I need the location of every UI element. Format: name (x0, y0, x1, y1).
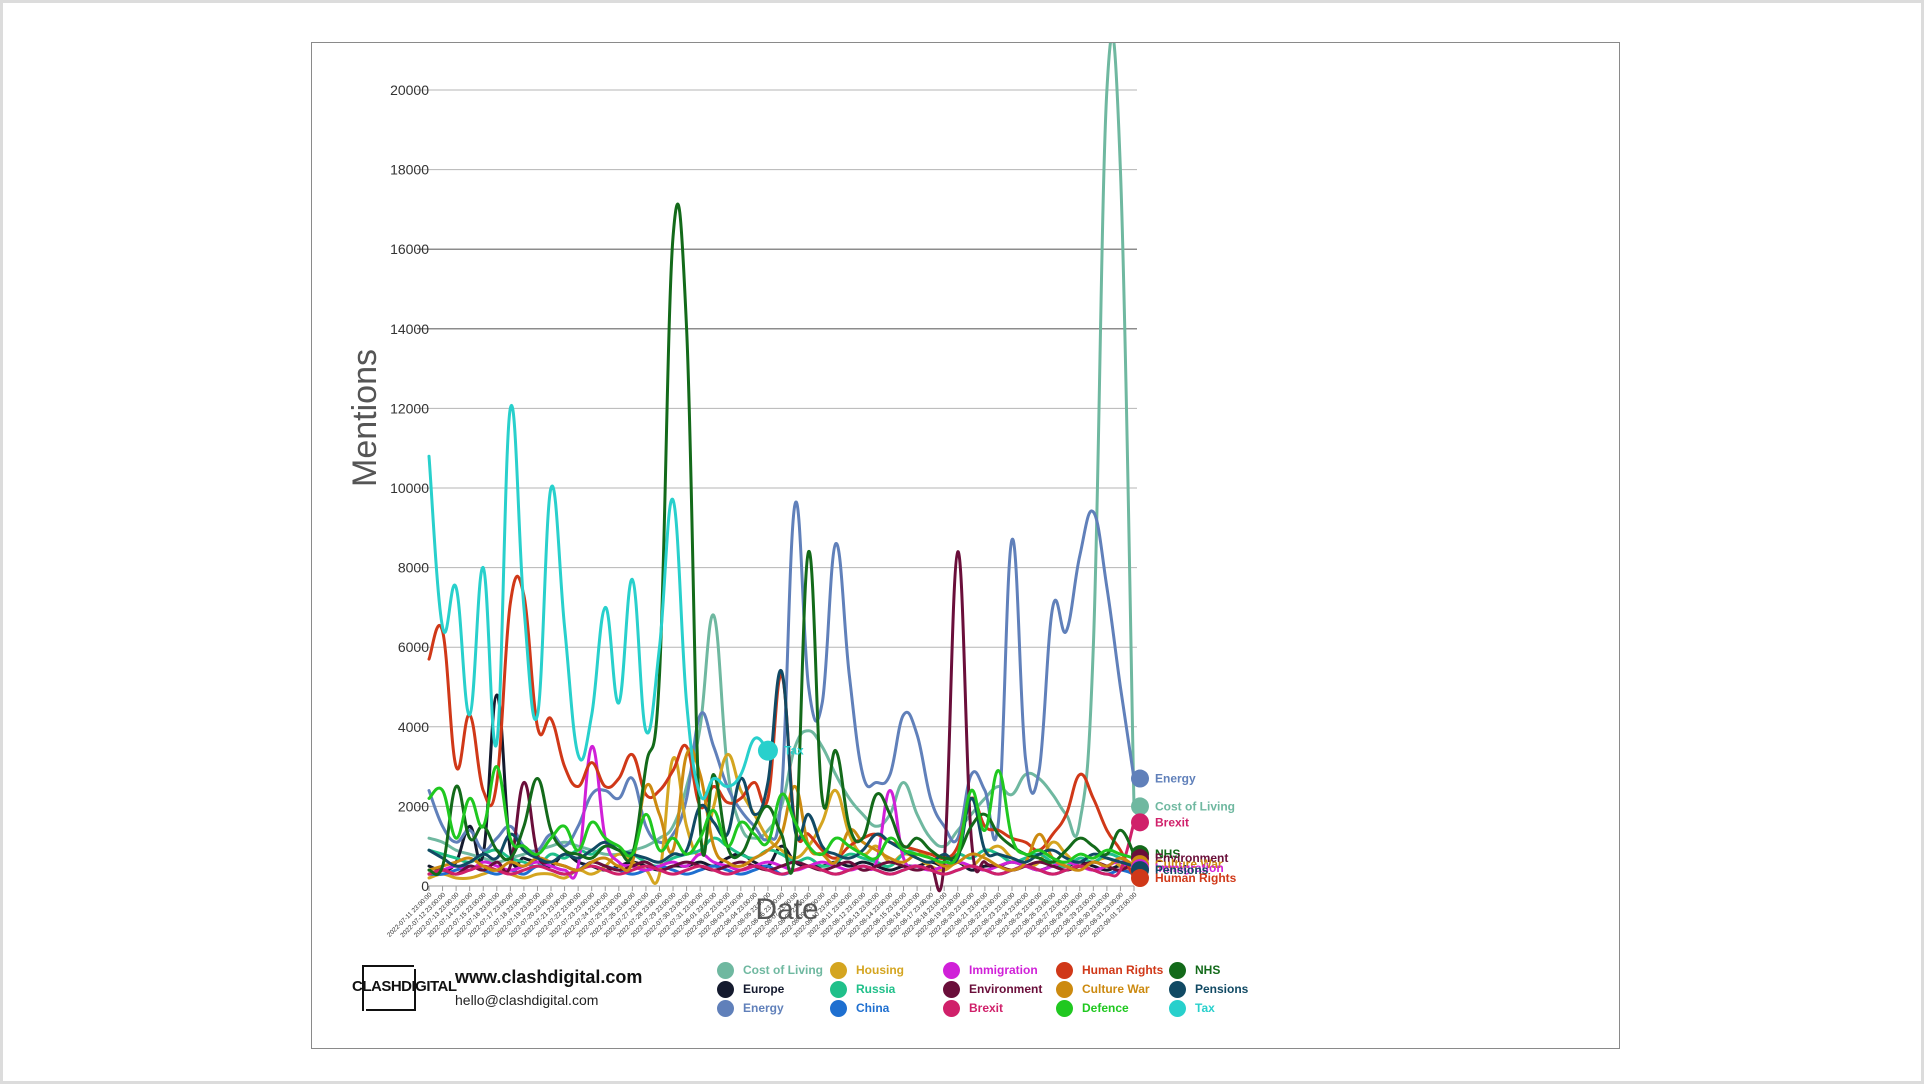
line-chart: 0 2000 4000 6000 8000 10000 12000 14000 16000 180… (346, 43, 1237, 939)
y-tick-label: 2000 (398, 798, 429, 814)
legend-label: Pensions (1195, 982, 1249, 996)
legend-label: Culture War (1082, 982, 1150, 996)
series-line-immigration (427, 745, 1136, 880)
legend-label: Tax (1195, 1001, 1215, 1015)
series-line-energy (427, 500, 1136, 853)
end-label-energy: Energy (1155, 772, 1196, 786)
legend-swatch (943, 961, 960, 979)
legend-label: Human Rights (1082, 963, 1164, 977)
x-axis-title: Date (755, 893, 818, 926)
legend-label: China (856, 1001, 890, 1015)
y-tick-labels: 0 2000 4000 6000 8000 10000 12000 14000 16000 180… (390, 82, 429, 894)
series-line-pensions (427, 669, 1136, 868)
legend-item-brexit: Brexit (943, 999, 1003, 1017)
legend-swatch (717, 961, 734, 979)
end-label-nhs: NHS (1155, 847, 1180, 861)
y-tick-label: 12000 (390, 400, 429, 416)
branding: CLASHDIGITAL www.clashdigital.com hello@… (352, 955, 652, 1025)
series-line-tax (427, 403, 770, 801)
y-tick-label: 0 (421, 878, 429, 894)
end-marker-cost-of-living (1131, 797, 1149, 816)
legend-swatch (717, 999, 734, 1017)
y-tick-label: 6000 (398, 639, 429, 655)
email-link[interactable]: hello@clashdigital.com (455, 992, 599, 1008)
legend-item-human-rights: Human Rights (1056, 961, 1163, 979)
legend-swatch (830, 961, 847, 979)
end-marker-tax (757, 740, 778, 761)
end-label-brexit: Brexit (1155, 815, 1189, 829)
legend-swatch (830, 999, 847, 1017)
legend-swatch (1056, 980, 1073, 998)
legend-item-environment: Environment (943, 980, 1042, 998)
legend-item-housing: Housing (830, 961, 904, 979)
y-axis-title: Mentions (346, 349, 384, 487)
legend-swatch (1169, 961, 1186, 979)
legend-item-china: China (830, 999, 889, 1017)
end-label-immigration: Immigration (1155, 861, 1224, 875)
end-label-cost-of-living: Cost of Living (1155, 799, 1235, 813)
end-label-culture-war: Culture War (1155, 857, 1223, 871)
end-label-human-rights: Human Rights (1155, 871, 1237, 885)
legend-label: Energy (743, 1001, 784, 1015)
legend-label: Russia (856, 982, 896, 996)
y-tick-label: 10000 (390, 480, 429, 496)
legend-label: Brexit (969, 1001, 1004, 1015)
legend-swatch (943, 980, 960, 998)
legend-label: Immigration (969, 963, 1038, 977)
legend-label: Environment (969, 982, 1043, 996)
end-label-environment: Environment (1155, 851, 1228, 865)
legend-item-cost-of-living: Cost of Living (717, 961, 823, 979)
legend-item-pensions: Pensions (1169, 980, 1248, 998)
end-marker-energy (1131, 769, 1149, 788)
chart-card: 0 2000 4000 6000 8000 10000 12000 14000 16000 180… (311, 42, 1620, 1049)
legend: Cost of Living Europe Energy Housing Russia C… (717, 961, 1277, 1031)
series-line-human-rights (427, 574, 1136, 880)
legend-item-nhs: NHS (1169, 961, 1220, 979)
legend-label: Cost of Living (743, 963, 823, 977)
legend-swatch (830, 980, 847, 998)
series-lines (427, 43, 1136, 893)
legend-label: Housing (856, 963, 904, 977)
legend-item-defence: Defence (1056, 999, 1129, 1017)
legend-swatch (1056, 999, 1073, 1017)
legend-label: Defence (1082, 1001, 1129, 1015)
series-line-cost-of-living (427, 43, 1136, 864)
y-tick-label: 20000 (390, 82, 429, 98)
end-marker-human-rights (1131, 869, 1149, 888)
legend-item-immigration: Immigration (943, 961, 1038, 979)
series-line-defence (427, 765, 1136, 865)
legend-label: NHS (1195, 963, 1221, 977)
end-label-pensions: Pensions (1155, 863, 1209, 877)
legend-item-russia: Russia (830, 980, 895, 998)
page: 0 2000 4000 6000 8000 10000 12000 14000 16000 180… (3, 3, 1921, 1081)
legend-swatch (1169, 999, 1186, 1017)
y-tick-label: 18000 (390, 162, 429, 178)
legend-swatch (1169, 980, 1186, 998)
clashdigital-logo: CLASHDIGITAL (352, 965, 457, 1011)
y-tick-label: 14000 (390, 321, 429, 337)
legend-item-energy: Energy (717, 999, 784, 1017)
end-label-tax: Tax (784, 744, 804, 758)
legend-swatch (943, 999, 960, 1017)
y-tick-label: 8000 (398, 560, 429, 576)
end-markers: Energy Cost of Living Brexit NHSEnvironment… (757, 740, 1237, 888)
end-marker-brexit (1131, 813, 1149, 832)
website-link[interactable]: www.clashdigital.com (455, 967, 643, 987)
series-line-environment (427, 550, 1136, 893)
y-tick-label: 16000 (390, 241, 429, 257)
series-line-nhs (427, 202, 1136, 876)
y-tick-label: 4000 (398, 719, 429, 735)
legend-item-europe: Europe (717, 980, 784, 998)
legend-swatch (1056, 961, 1073, 979)
legend-label: Europe (743, 982, 785, 996)
legend-swatch (717, 980, 734, 998)
legend-item-culture-war: Culture War (1056, 980, 1150, 998)
legend-item-tax: Tax (1169, 999, 1215, 1017)
